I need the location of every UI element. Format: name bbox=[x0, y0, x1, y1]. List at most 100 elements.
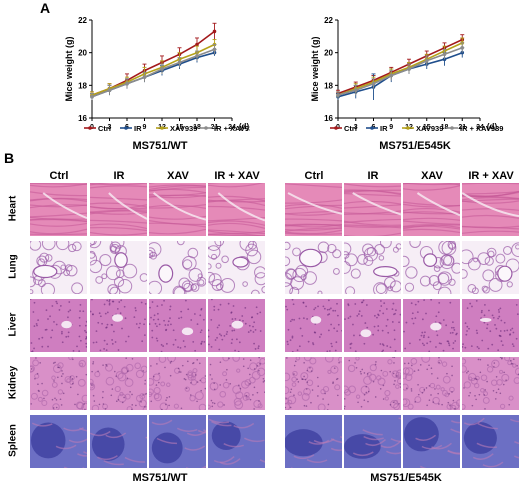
histology-image-lung bbox=[149, 241, 206, 294]
histology-image-lung bbox=[344, 241, 401, 294]
data-point bbox=[125, 81, 129, 86]
x-tick-label: 3 bbox=[108, 124, 112, 131]
x-tick-label: 15 bbox=[176, 124, 184, 131]
legend-swatch-dot bbox=[88, 126, 92, 130]
histology-image-kidney bbox=[344, 357, 401, 410]
chart-caption-wt: MS751/WT bbox=[132, 140, 188, 152]
histology-image-spleen bbox=[344, 415, 401, 468]
data-point bbox=[212, 47, 217, 52]
legend-label: IR + XAV939 bbox=[214, 124, 250, 133]
histology-image-spleen bbox=[208, 415, 265, 468]
legend-swatch-dot bbox=[450, 126, 454, 130]
histology-image-kidney bbox=[30, 357, 87, 410]
histology-caption-wt: MS751/WT bbox=[132, 472, 188, 484]
data-point bbox=[424, 59, 429, 63]
x-tick-label: 18 bbox=[193, 124, 201, 131]
histology-image-liver bbox=[403, 299, 460, 352]
data-point bbox=[212, 29, 217, 34]
row-label: Kidney bbox=[7, 365, 19, 400]
series-line-3 bbox=[91, 48, 215, 98]
legend-swatch-dot bbox=[334, 126, 338, 130]
x-tick-label: 3 bbox=[354, 124, 358, 131]
column-header: XAV bbox=[421, 170, 443, 182]
histology-image-lung bbox=[462, 241, 519, 294]
data-point bbox=[442, 52, 447, 57]
series-line-2 bbox=[91, 43, 215, 96]
legend-label: IR bbox=[380, 124, 388, 133]
x-tick-label: 24 bbox=[228, 124, 236, 131]
histology-image-kidney bbox=[208, 357, 265, 410]
data-point bbox=[195, 54, 199, 58]
histology-image-kidney bbox=[149, 357, 206, 410]
data-point bbox=[407, 67, 411, 71]
data-point bbox=[107, 88, 112, 93]
histology-image-kidney bbox=[90, 357, 147, 410]
column-header: XAV bbox=[167, 170, 189, 182]
x-axis-label: (d) bbox=[239, 122, 250, 131]
histology-image-heart bbox=[462, 183, 519, 236]
data-point bbox=[142, 75, 147, 79]
histology-image-liver bbox=[90, 299, 147, 352]
chart-caption-e545k: MS751/E545K bbox=[379, 140, 451, 152]
histology-image-liver bbox=[285, 299, 342, 352]
y-tick-label: 22 bbox=[78, 16, 87, 25]
panel-a-label: A bbox=[40, 0, 51, 16]
data-point bbox=[371, 81, 376, 86]
weight-chart-wt: 1618202203691215182124(d)Mice weight (g)… bbox=[64, 16, 250, 133]
data-point bbox=[389, 73, 394, 78]
x-tick-label: 15 bbox=[423, 124, 431, 131]
histology-image-lung bbox=[285, 241, 342, 294]
weight-chart-e545k: 1618202203691215182124(d)Mice weight (g)… bbox=[310, 16, 503, 133]
column-header: IR + XAV bbox=[214, 170, 260, 182]
data-point bbox=[336, 93, 340, 97]
histology-image-liver bbox=[344, 299, 401, 352]
histology-image-heart bbox=[30, 183, 87, 236]
histology-image-heart bbox=[90, 183, 147, 236]
y-axis-label: Mice weight (g) bbox=[310, 36, 320, 101]
histology-image-heart bbox=[403, 183, 460, 236]
histology-image-heart bbox=[344, 183, 401, 236]
histology-image-lung bbox=[208, 241, 265, 294]
y-tick-label: 22 bbox=[324, 16, 333, 25]
histology-image-kidney bbox=[285, 357, 342, 410]
y-tick-label: 16 bbox=[78, 114, 87, 123]
x-tick-label: 24 bbox=[476, 124, 484, 131]
row-label: Lung bbox=[7, 254, 19, 279]
data-point bbox=[90, 94, 94, 99]
histology-image-liver bbox=[462, 299, 519, 352]
legend-swatch-dot bbox=[124, 126, 128, 130]
histology-image-heart bbox=[149, 183, 206, 236]
y-tick-label: 16 bbox=[324, 114, 333, 123]
histology-image-kidney bbox=[462, 357, 519, 410]
y-tick-label: 20 bbox=[324, 49, 333, 58]
histology-image-liver bbox=[149, 299, 206, 352]
column-header: Ctrl bbox=[304, 170, 324, 182]
histology-image-lung bbox=[403, 241, 460, 294]
legend-swatch-dot bbox=[204, 126, 208, 130]
panel-b-label: B bbox=[4, 150, 15, 166]
histology-image-spleen bbox=[285, 415, 342, 468]
histology-image-spleen bbox=[149, 415, 206, 468]
histology-image-heart bbox=[285, 183, 342, 236]
histology-image-liver bbox=[208, 299, 265, 352]
column-header: IR bbox=[113, 170, 125, 182]
data-point bbox=[460, 45, 465, 50]
series-line-2 bbox=[337, 42, 463, 96]
row-label: Liver bbox=[7, 312, 19, 337]
histology-image-lung bbox=[30, 241, 87, 294]
histology-image-kidney bbox=[403, 357, 460, 410]
histology-image-spleen bbox=[462, 415, 519, 468]
legend-label: XAV939 bbox=[416, 124, 443, 133]
legend-swatch-dot bbox=[160, 126, 164, 130]
data-point bbox=[353, 88, 358, 93]
x-tick-label: 18 bbox=[441, 124, 449, 131]
histology-image-liver bbox=[30, 299, 87, 352]
column-header: IR bbox=[367, 170, 379, 182]
row-label: Heart bbox=[7, 195, 19, 222]
legend-label: Ctrl bbox=[98, 124, 111, 133]
legend-swatch-dot bbox=[406, 126, 410, 130]
legend-label: Ctrl bbox=[344, 124, 357, 133]
x-tick-label: 21 bbox=[458, 124, 466, 131]
x-tick-label: 9 bbox=[389, 124, 393, 131]
data-point bbox=[160, 67, 164, 71]
